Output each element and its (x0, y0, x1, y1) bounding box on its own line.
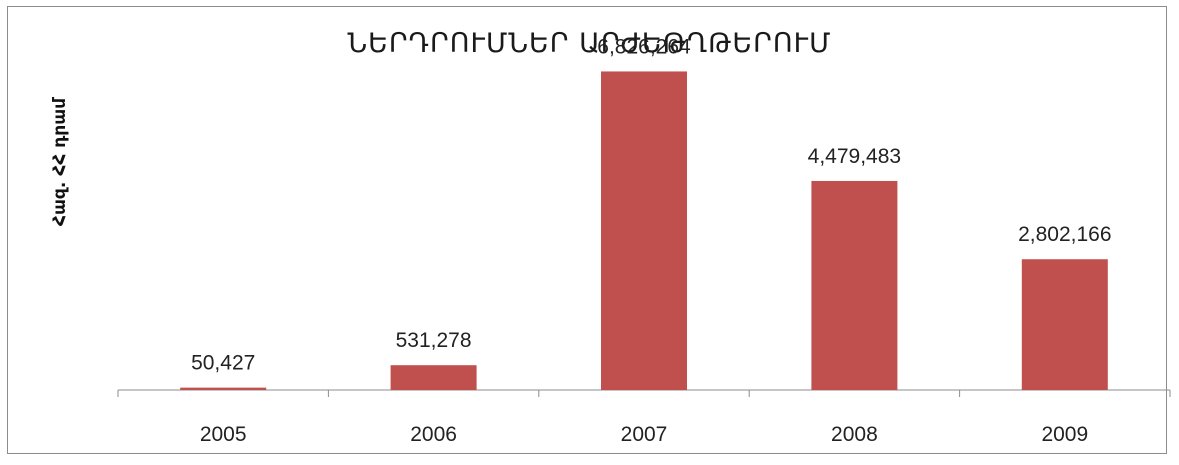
data-label-2007: 6,826,264 (597, 35, 691, 58)
bar-2009 (1021, 259, 1108, 390)
data-label-2008: 4,479,483 (808, 145, 901, 168)
x-tick-label-2006: 2006 (410, 423, 457, 446)
x-tick-label-2009: 2009 (1041, 423, 1088, 446)
bar-2007 (601, 71, 687, 390)
bar-2008 (811, 180, 898, 390)
bar-2006 (390, 365, 477, 390)
chart-frame (7, 6, 1167, 454)
data-label-2006: 531,278 (396, 329, 472, 352)
x-tick-label-2005: 2005 (200, 423, 247, 446)
chart-title: ՆԵՐԴՐՈՒՄՆԵՐ ԱՐԺԵԹՂԹԵՐՈՒՄ (347, 28, 832, 59)
x-tick-label-2008: 2008 (831, 423, 878, 446)
x-tick-label-2007: 2007 (621, 423, 668, 446)
data-label-2005: 50,427 (191, 352, 255, 375)
bar-2005 (180, 387, 267, 390)
data-label-2009: 2,802,166 (1018, 223, 1111, 246)
